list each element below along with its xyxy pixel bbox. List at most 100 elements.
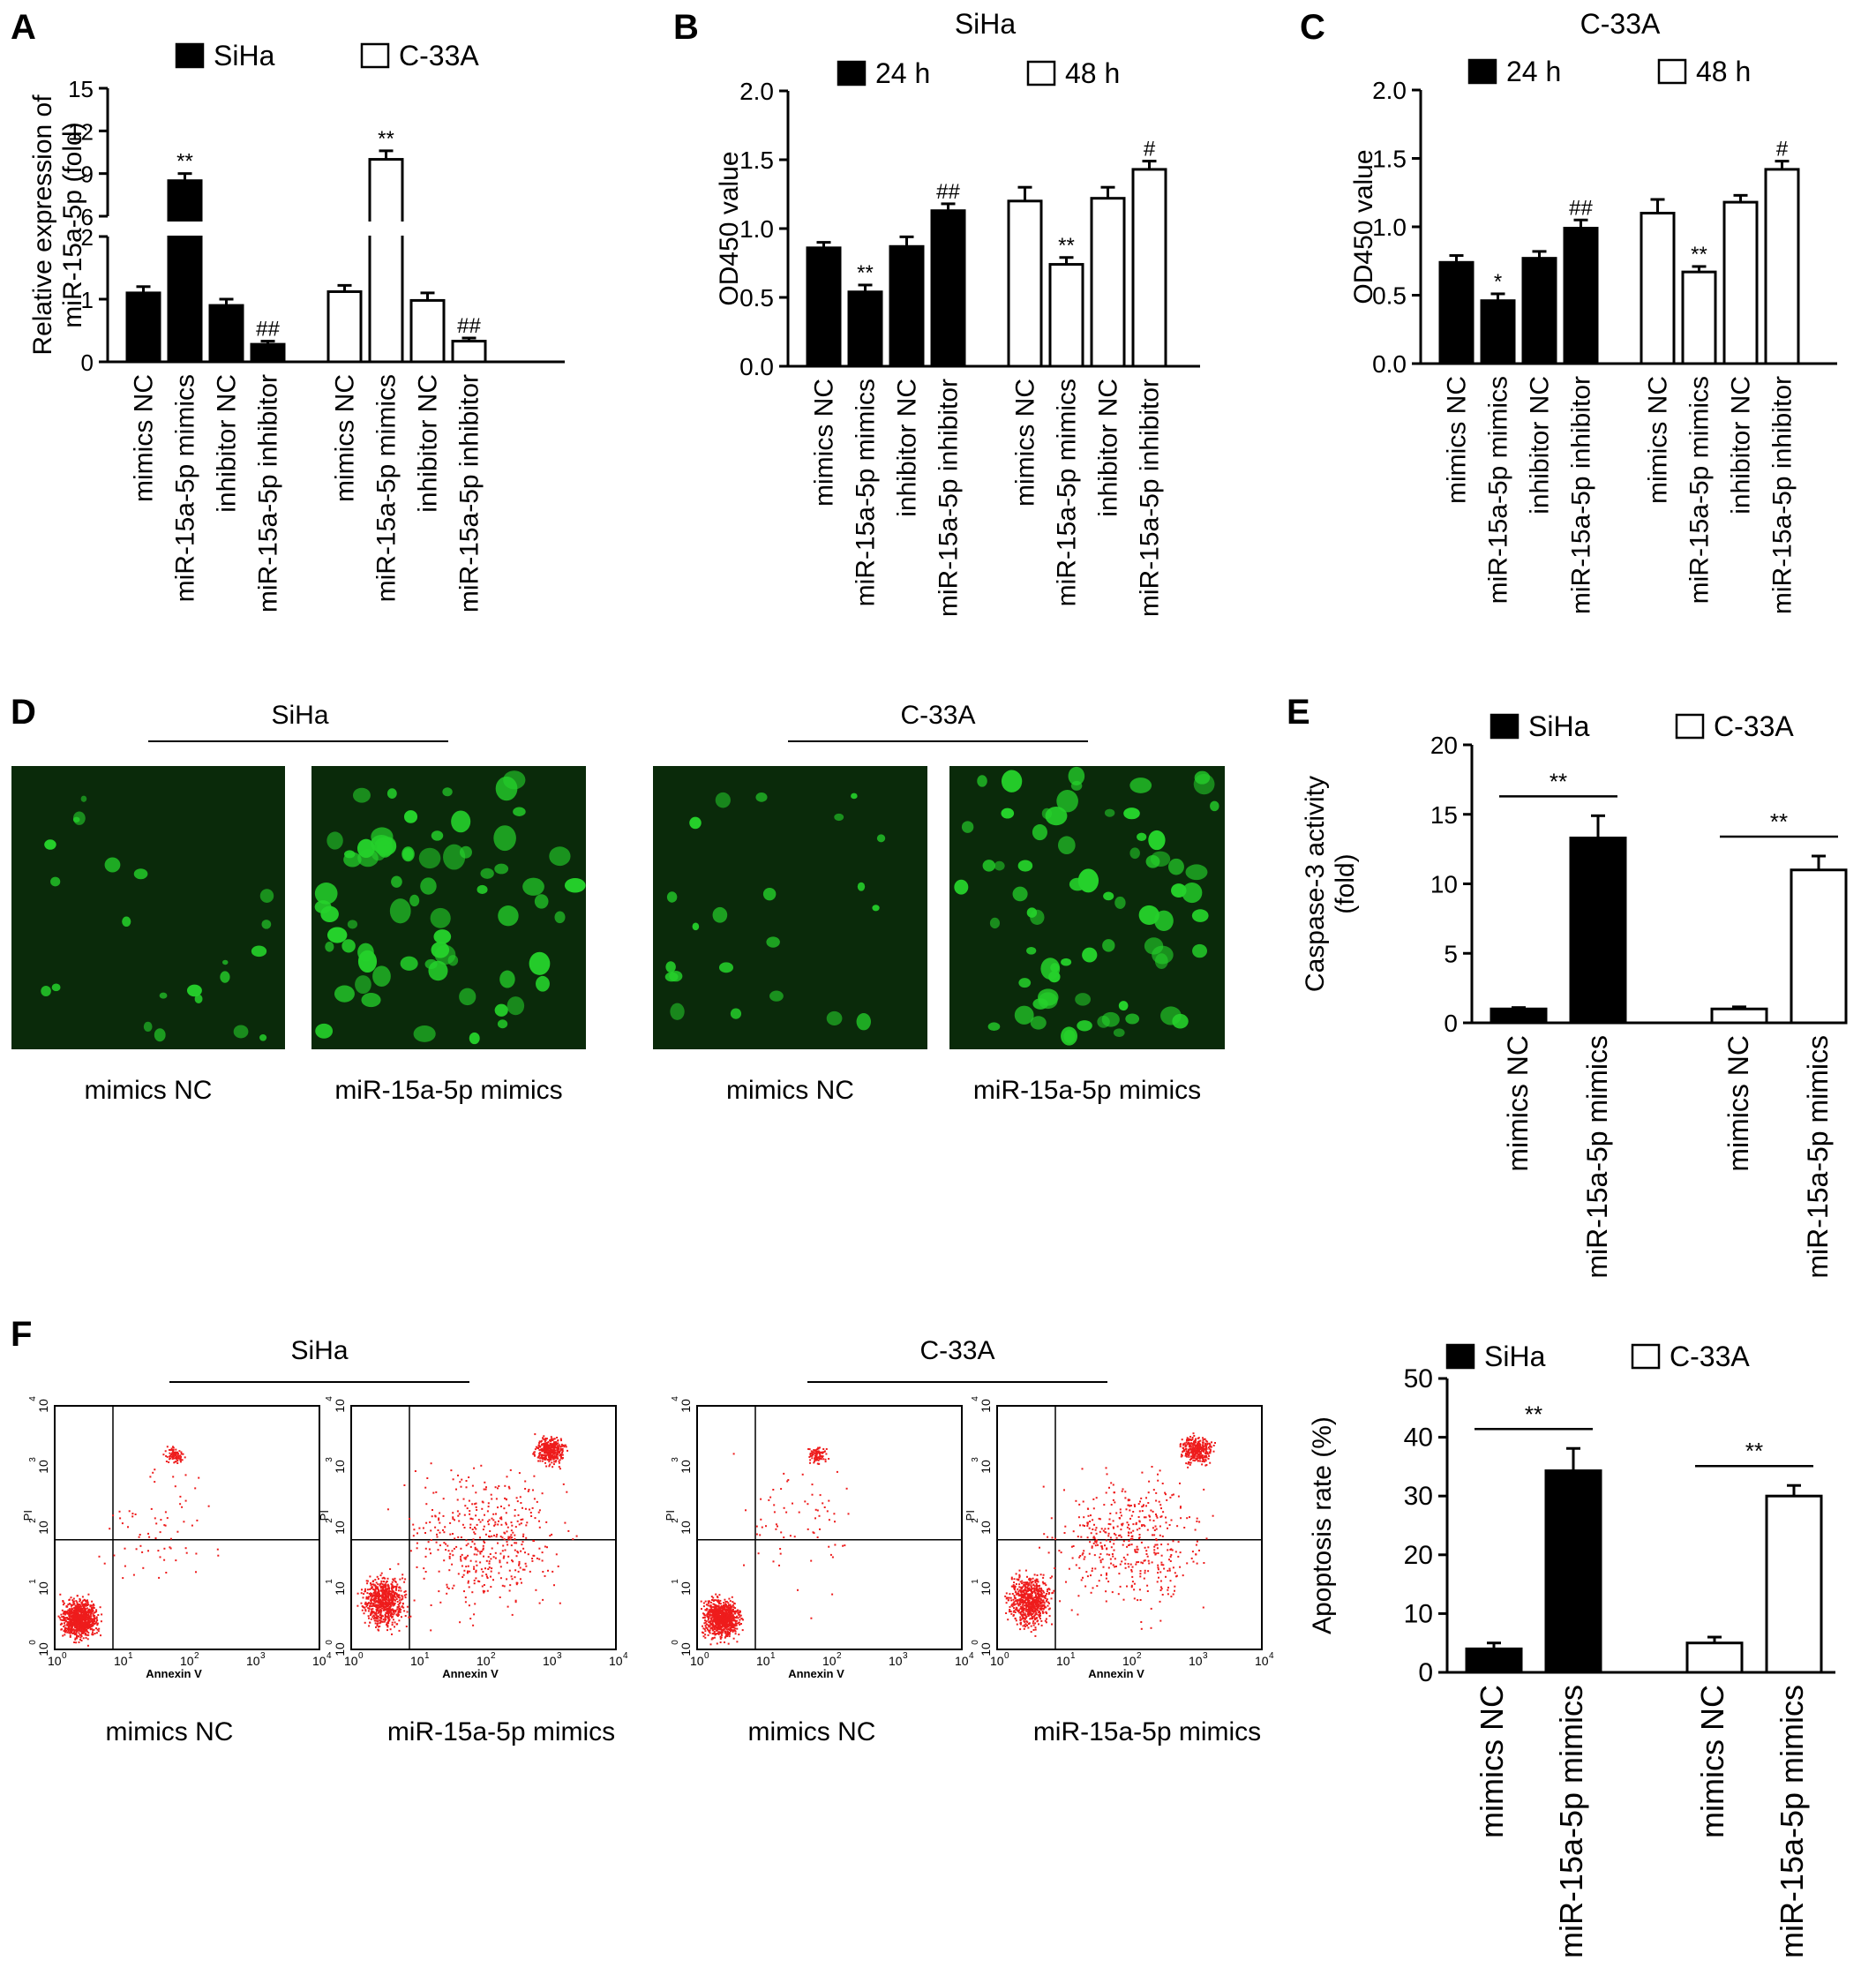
y-tick-label: 10	[36, 1399, 50, 1413]
event-dot	[722, 1622, 724, 1625]
event-dot	[77, 1635, 79, 1638]
event-dot	[460, 1559, 462, 1562]
x-tick-label: 10	[312, 1654, 326, 1668]
event-dot	[823, 1506, 826, 1508]
event-dot	[1203, 1461, 1205, 1463]
event-dot	[813, 1449, 815, 1452]
event-dot	[492, 1513, 495, 1515]
event-dot	[461, 1553, 463, 1556]
event-dot	[1032, 1588, 1033, 1590]
event-dot	[1047, 1589, 1049, 1591]
event-dot	[461, 1576, 464, 1578]
event-dot	[425, 1521, 428, 1524]
event-dot	[552, 1453, 555, 1455]
event-dot	[81, 1632, 84, 1634]
event-dot	[367, 1597, 370, 1600]
event-dot	[1018, 1576, 1021, 1579]
event-dot	[1010, 1612, 1013, 1615]
event-dot	[1045, 1611, 1047, 1613]
event-dot	[1031, 1595, 1033, 1597]
event-dot	[474, 1548, 477, 1551]
image-caption: miR-15a-5p mimics	[973, 1076, 1201, 1105]
y-tick-label: 10	[679, 1581, 693, 1596]
event-dot	[84, 1615, 86, 1618]
y-tick-label: 10	[333, 1521, 347, 1535]
event-dot	[171, 1458, 174, 1461]
event-dot	[71, 1604, 74, 1606]
event-dot	[789, 1535, 792, 1537]
fluorescent-cell	[1185, 864, 1208, 881]
event-dot	[737, 1609, 739, 1611]
event-dot	[517, 1514, 520, 1516]
event-dot	[1033, 1596, 1036, 1599]
event-dot	[391, 1589, 394, 1591]
fluorescent-cell	[982, 860, 995, 872]
event-dot	[179, 1503, 182, 1506]
event-dot	[443, 1559, 446, 1562]
event-dot	[559, 1438, 562, 1440]
event-dot	[1204, 1442, 1207, 1445]
event-dot	[844, 1544, 846, 1547]
event-dot	[833, 1513, 836, 1515]
event-dot	[1028, 1623, 1030, 1625]
event-dot	[709, 1625, 711, 1627]
event-dot	[375, 1618, 378, 1620]
event-dot	[74, 1613, 77, 1616]
event-dot	[507, 1544, 509, 1546]
event-dot	[142, 1566, 145, 1569]
event-dot	[152, 1471, 154, 1474]
event-dot	[731, 1629, 733, 1632]
event-dot	[1029, 1609, 1032, 1611]
event-dot	[561, 1457, 564, 1460]
event-dot	[217, 1554, 220, 1557]
event-dot	[368, 1607, 371, 1610]
event-dot	[1015, 1573, 1017, 1575]
event-dot	[559, 1453, 562, 1456]
event-dot	[479, 1561, 482, 1564]
event-dot	[1024, 1617, 1026, 1619]
event-dot	[709, 1614, 711, 1617]
fluorescent-cell	[372, 965, 391, 988]
event-dot	[555, 1553, 558, 1556]
event-dot	[516, 1581, 519, 1584]
event-dot	[391, 1596, 394, 1599]
event-dot	[365, 1580, 368, 1582]
event-dot	[435, 1491, 438, 1493]
y-tick-label: 10	[1430, 871, 1458, 898]
event-dot	[831, 1556, 834, 1559]
event-dot	[368, 1602, 370, 1604]
event-dot	[59, 1593, 62, 1596]
fluorescent-cell	[413, 1025, 436, 1042]
event-dot	[545, 1451, 548, 1453]
event-dot	[371, 1583, 374, 1586]
event-dot	[715, 1617, 717, 1619]
event-dot	[1023, 1584, 1025, 1587]
event-dot	[728, 1619, 731, 1621]
fluorescent-cell	[469, 1032, 480, 1045]
event-dot	[1021, 1608, 1023, 1611]
event-dot	[544, 1444, 547, 1446]
event-dot	[147, 1550, 149, 1552]
event-dot	[191, 1524, 193, 1527]
event-dot	[444, 1526, 446, 1529]
event-dot	[371, 1605, 373, 1608]
event-dot	[76, 1619, 79, 1621]
event-dot	[716, 1633, 718, 1634]
event-dot	[171, 1454, 174, 1457]
event-dot	[531, 1559, 534, 1562]
event-dot	[549, 1535, 552, 1537]
event-dot	[548, 1458, 551, 1461]
event-dot	[73, 1616, 76, 1619]
event-dot	[525, 1565, 528, 1567]
event-dot	[494, 1551, 497, 1554]
event-dot	[1035, 1588, 1038, 1589]
event-dot	[1018, 1586, 1021, 1589]
event-dot	[501, 1550, 504, 1552]
event-dot	[387, 1619, 390, 1621]
event-dot	[538, 1520, 540, 1522]
event-dot	[1039, 1611, 1041, 1614]
event-dot	[772, 1560, 775, 1563]
event-dot	[86, 1622, 87, 1625]
event-dot	[484, 1590, 486, 1593]
event-dot	[509, 1468, 512, 1471]
